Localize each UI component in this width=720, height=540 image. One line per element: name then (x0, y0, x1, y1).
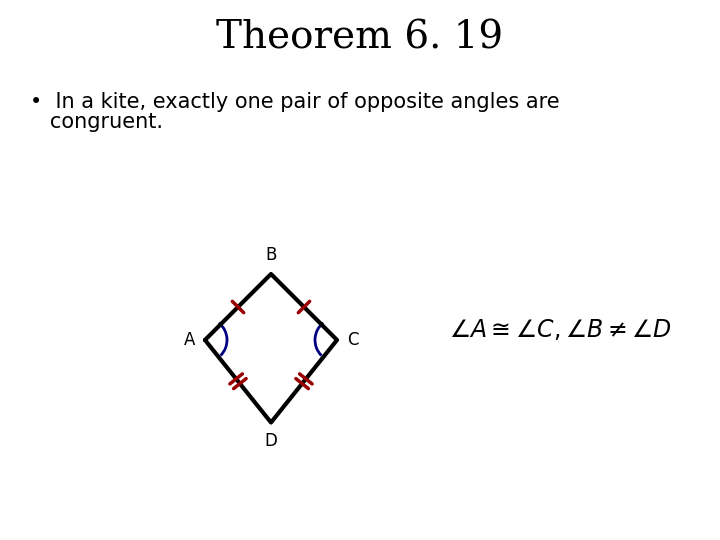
Text: C: C (347, 331, 359, 349)
Text: A: A (184, 331, 195, 349)
Text: congruent.: congruent. (30, 112, 163, 132)
Text: B: B (265, 246, 276, 264)
Text: Theorem 6. 19: Theorem 6. 19 (217, 19, 503, 57)
Text: $\angle A \cong \angle C, \angle B \neq \angle D$: $\angle A \cong \angle C, \angle B \neq … (449, 318, 671, 342)
Text: •  In a kite, exactly one pair of opposite angles are: • In a kite, exactly one pair of opposit… (30, 92, 559, 112)
Text: D: D (264, 433, 277, 450)
